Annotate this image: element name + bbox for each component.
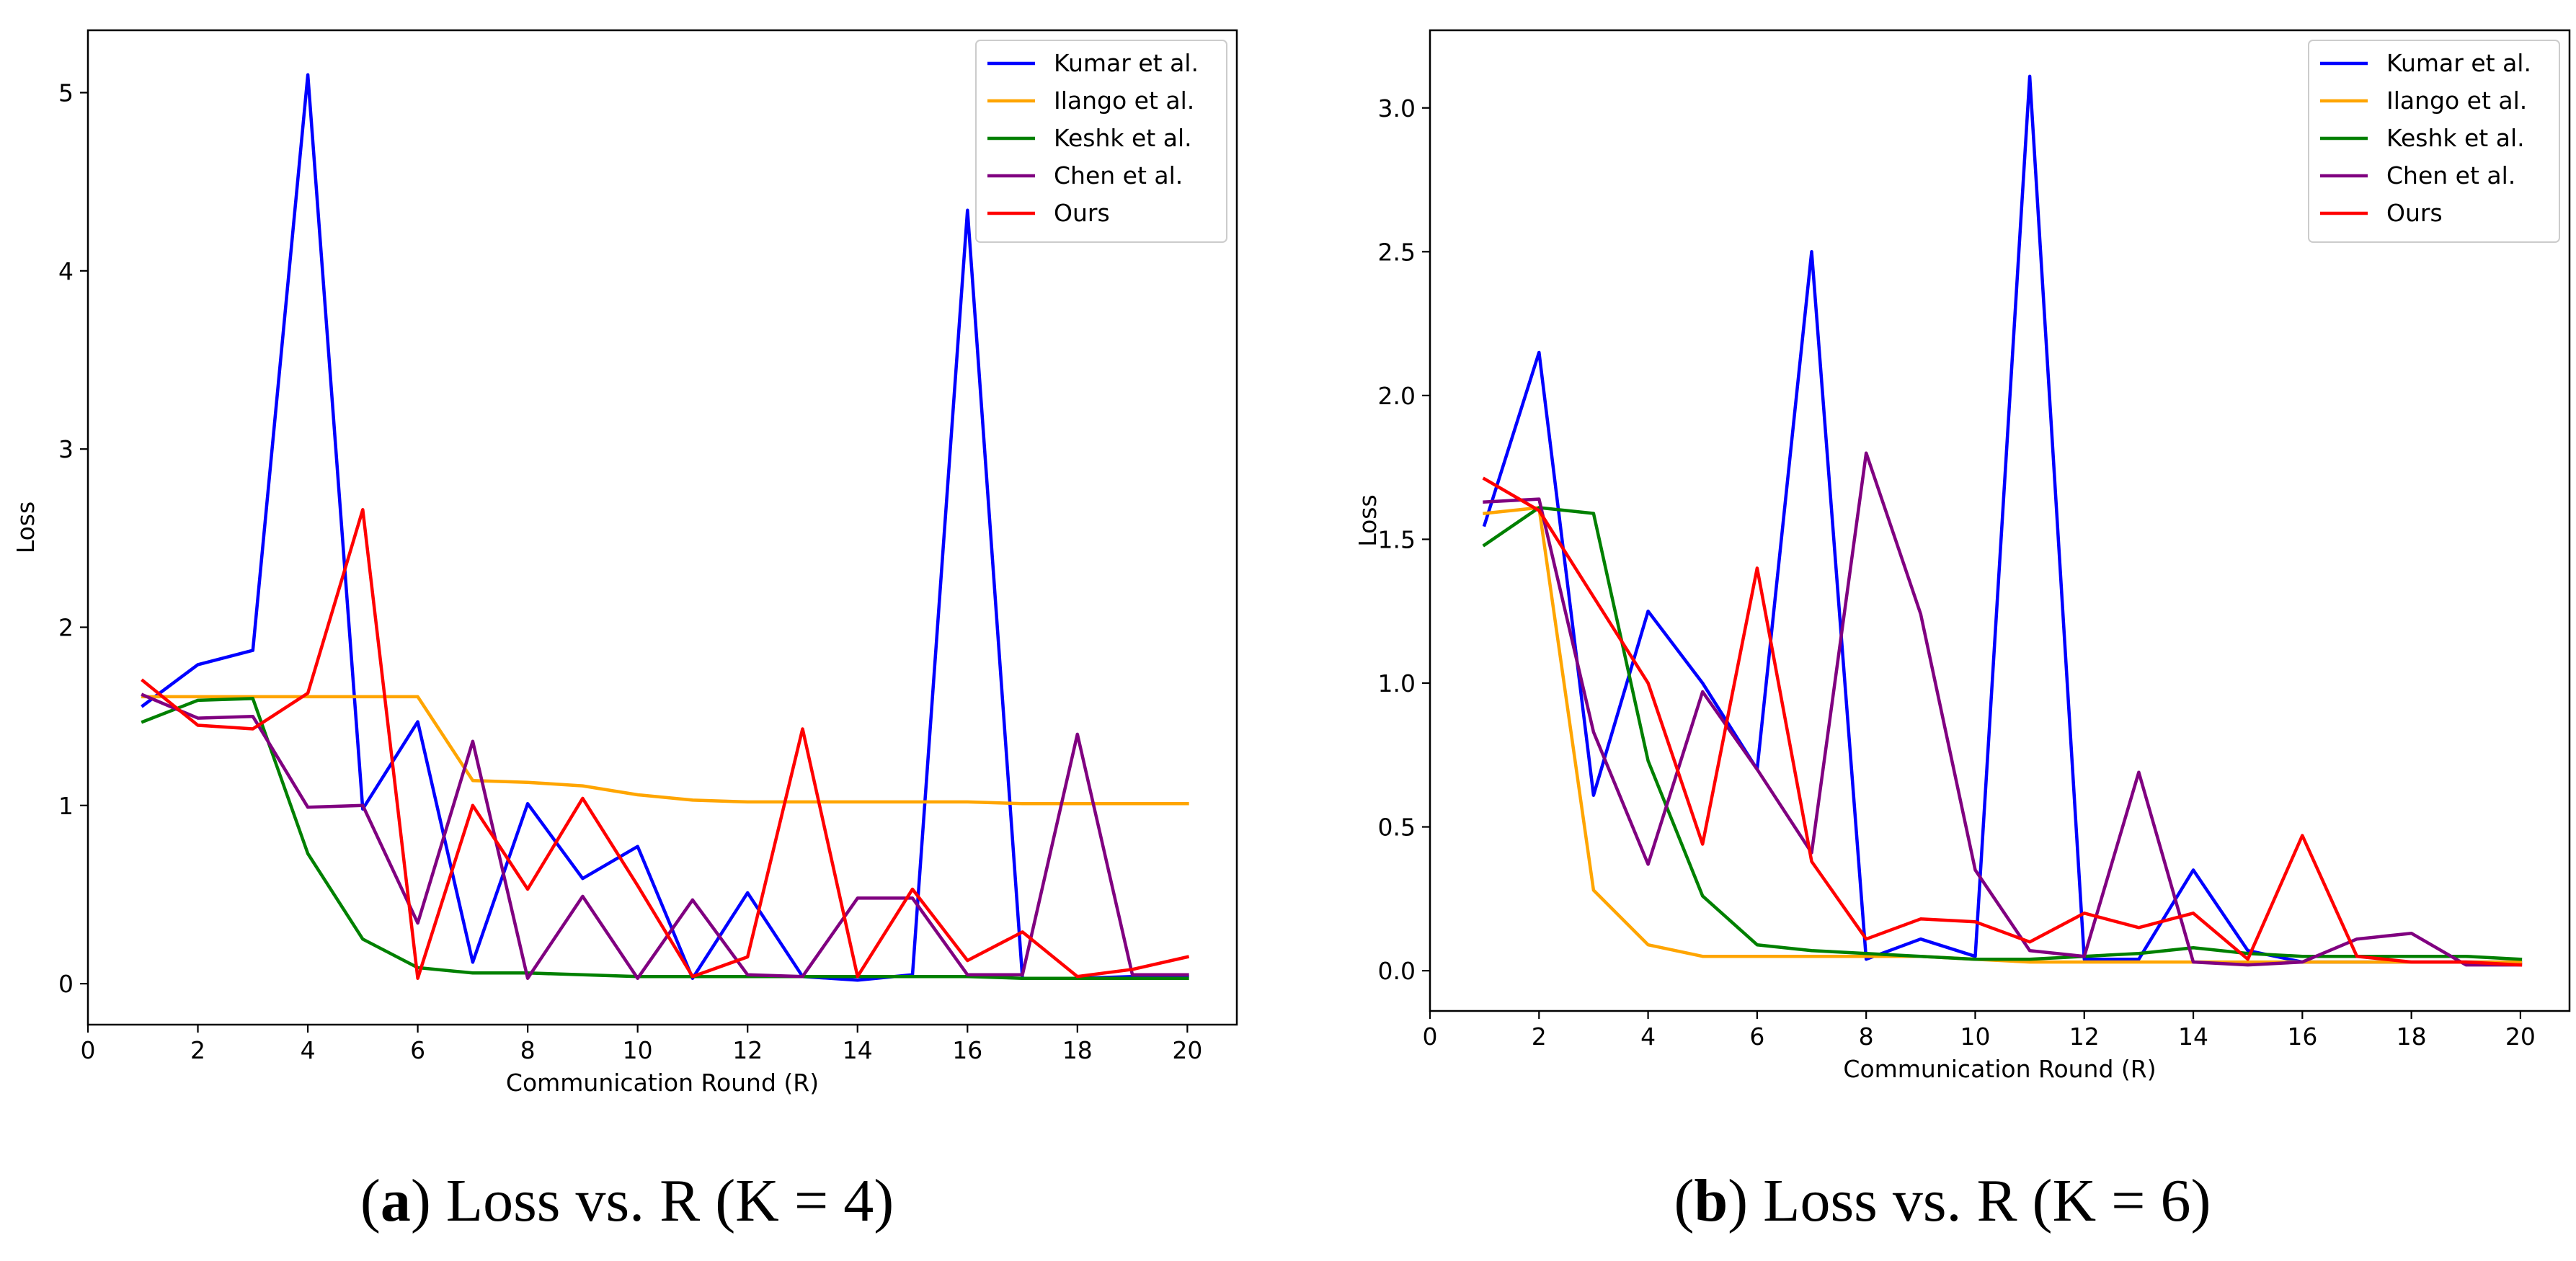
x-tick-label: 2 (1532, 1022, 1547, 1051)
legend-label-keshk-et-al: Keshk et al. (2386, 124, 2525, 152)
y-tick-label: 2.0 (1378, 382, 1416, 410)
legend-box (975, 40, 1227, 243)
x-tick-label: 10 (1960, 1022, 1990, 1051)
legend: Kumar et al. Ilango et al. Keshk et al. Che… (2308, 40, 2560, 243)
y-tick-label: 3.0 (1378, 94, 1416, 122)
series-line-kumar-et-al (141, 73, 1189, 982)
legend-label-chen-et-al: Chen et al. (1054, 161, 1183, 190)
legend-label-ilango-et-al: Ilango et al. (2386, 86, 2527, 115)
y-tick-label: 5 (58, 79, 74, 107)
x-tick-label: 20 (2505, 1022, 2536, 1051)
x-tick-label: 14 (843, 1036, 873, 1064)
legend-label-kumar-et-al: Kumar et al. (1054, 49, 1199, 77)
series-line-ilango-et-al (141, 695, 1189, 806)
caption-b-letter: b (1694, 1167, 1728, 1234)
series-line-chen-et-al (1483, 451, 2523, 967)
x-tick-label: 4 (301, 1036, 316, 1064)
caption-b-text: ) Loss vs. R (K = 6) (1728, 1167, 2211, 1234)
series-line-ours (1482, 476, 2523, 967)
series-line-ilango-et-al (1483, 506, 2523, 964)
y-tick-label: 1.5 (1378, 525, 1416, 553)
legend-label-ours: Ours (1054, 199, 1110, 227)
x-tick-label: 14 (2178, 1022, 2208, 1051)
x-tick-label: 18 (2397, 1022, 2427, 1051)
series-line-keshk-et-al (141, 697, 1189, 980)
x-tick-label: 0 (81, 1036, 96, 1064)
legend-label-ours: Ours (2386, 199, 2443, 227)
x-tick-label: 18 (1062, 1036, 1093, 1064)
x-tick-label: 0 (1423, 1022, 1438, 1051)
y-tick-label: 2 (58, 613, 74, 641)
y-tick-label: 0.0 (1378, 957, 1416, 985)
caption-a-letter: a (380, 1167, 411, 1234)
y-tick-label: 4 (58, 257, 74, 285)
x-tick-label: 8 (1859, 1022, 1874, 1051)
x-tick-label: 2 (190, 1036, 205, 1064)
caption-b: (b) Loss vs. R (K = 6) (1674, 1167, 2211, 1234)
plot-frame (86, 29, 1238, 1026)
x-tick-label: 12 (2069, 1022, 2100, 1051)
x-axis-label: Communication Round (R) (1843, 1055, 2156, 1083)
x-tick-label: 12 (732, 1036, 763, 1064)
x-tick-label: 8 (520, 1036, 536, 1064)
legend-label-chen-et-al: Chen et al. (2386, 161, 2515, 190)
legend-box (2308, 40, 2560, 243)
y-tick-label: 2.5 (1378, 238, 1416, 266)
x-tick-label: 6 (1749, 1022, 1764, 1051)
series-line-chen-et-al (141, 692, 1189, 980)
legend-label-keshk-et-al: Keshk et al. (1054, 124, 1192, 152)
y-tick-label: 3 (58, 435, 74, 463)
y-tick-label: 0.5 (1378, 814, 1416, 842)
caption-a: (a) Loss vs. R (K = 4) (360, 1167, 894, 1234)
plot-frame (1429, 29, 2571, 1012)
y-tick-label: 1 (58, 792, 74, 820)
y-axis-label: Loss (1354, 494, 1382, 546)
x-tick-label: 16 (952, 1036, 982, 1064)
x-tick-label: 10 (623, 1036, 653, 1064)
legend: Kumar et al. Ilango et al. Keshk et al. Che… (975, 40, 1227, 243)
series-group (1482, 74, 2523, 967)
legend-label-kumar-et-al: Kumar et al. (2386, 49, 2531, 77)
y-axis-label: Loss (12, 502, 40, 553)
x-tick-label: 16 (2287, 1022, 2317, 1051)
y-tick-label: 0 (58, 970, 74, 998)
chart-loss-k6: 0 2 4 6 8 10 12 14 16 18 20 0.0 0.5 1.0 1.5 2.0 2.5 3.0 Co… (1354, 29, 2571, 1083)
series-line-ours (141, 508, 1190, 980)
x-tick-label: 6 (410, 1036, 425, 1064)
x-tick-label: 20 (1172, 1036, 1202, 1064)
legend-label-ilango-et-al: Ilango et al. (1054, 86, 1194, 115)
series-line-keshk-et-al (1482, 506, 2523, 961)
caption-a-text: ) Loss vs. R (K = 4) (410, 1167, 894, 1234)
x-tick-label: 4 (1640, 1022, 1656, 1051)
series-group (141, 73, 1190, 982)
y-tick-label: 1.0 (1378, 669, 1416, 698)
x-axis-label: Communication Round (R) (506, 1069, 819, 1097)
